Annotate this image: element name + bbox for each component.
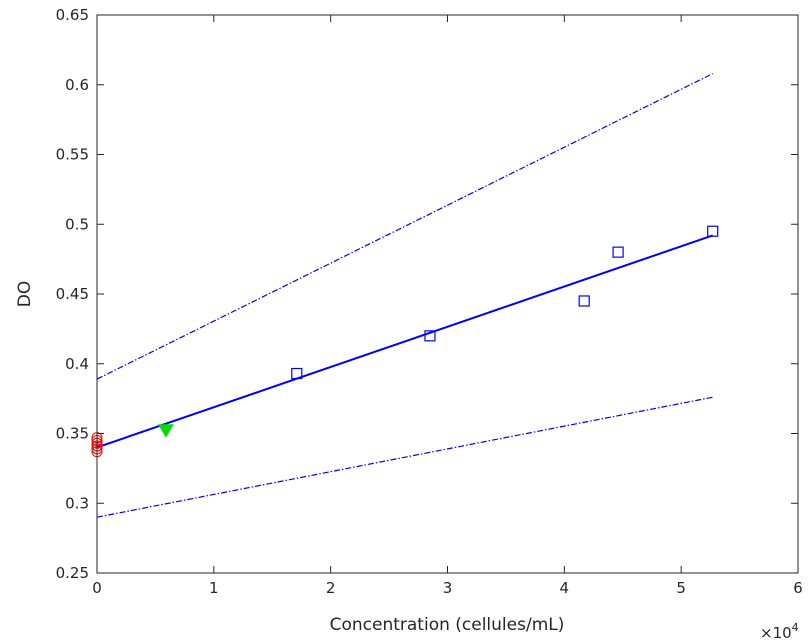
x-tick-label: 0 [92,579,102,597]
calibration-point [424,330,436,342]
y-tick-label: 0.35 [56,425,89,443]
fit-line [96,234,714,449]
y-tick-label: 0.3 [65,494,89,512]
x-tick-label: 5 [676,579,686,597]
confidence-bound-line [96,396,713,518]
x-axis-exponent-power: 4 [792,621,799,634]
x-tick-label: 3 [443,579,453,597]
y-axis-label: DO [15,281,35,307]
x-tick-label: 6 [793,579,803,597]
calibration-point [612,246,624,258]
y-tick-label: 0.6 [65,76,89,94]
calibration-point [578,295,590,307]
y-tick-label: 0.5 [65,215,89,233]
x-tick-label: 4 [560,579,570,597]
x-axis-exponent-base: ×10 [760,624,792,642]
plot-frame [96,14,799,574]
chart-marks [91,73,719,518]
x-axis-exponent: ×104 [760,621,799,642]
x-axis-label: Concentration (cellules/mL) [330,615,565,635]
x-tick-label: 2 [326,579,336,597]
y-tick-label: 0.4 [65,355,89,373]
x-tick-label: 1 [209,579,219,597]
calibration-point [291,367,303,380]
confidence-bound-line [96,73,713,380]
calibration-point [707,225,719,237]
sample-point [158,424,174,438]
y-tick-label: 0.55 [56,146,89,164]
plot-background [97,15,798,573]
y-tick-label: 0.65 [56,6,89,24]
y-tick-label: 0.45 [56,285,89,303]
axis-ticks: 0 1 2 3 4 5 6 0.25 0.3 0.35 0.4 0.45 0.5 0.55 0.6 0.65 [56,6,803,597]
y-tick-label: 0.25 [56,564,89,582]
